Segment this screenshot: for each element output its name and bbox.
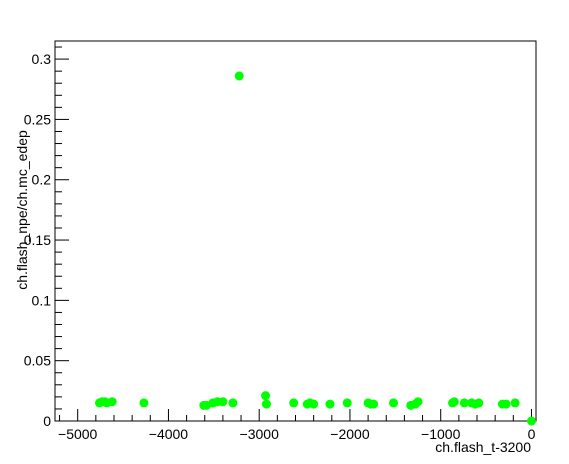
data-point <box>474 398 484 408</box>
y-tick-label: 0.25 <box>24 111 51 127</box>
x-axis: −5000 −4000 −3000 −2000 −1000 0 <box>58 409 536 442</box>
data-points <box>94 71 536 426</box>
x-tick-label: −4000 <box>149 426 189 442</box>
data-point <box>510 398 520 408</box>
y-axis: 0 0.05 0.1 0.15 0.2 0.25 0.3 <box>24 46 69 429</box>
data-point <box>228 398 238 408</box>
data-point <box>389 398 399 408</box>
data-point <box>234 71 244 81</box>
y-tick-label: 0.3 <box>32 51 52 67</box>
data-point <box>107 397 117 407</box>
x-tick-label: −3000 <box>240 426 280 442</box>
data-point <box>342 398 352 408</box>
data-point <box>261 399 271 409</box>
x-tick-label: −1000 <box>421 426 461 442</box>
y-tick-label: 0 <box>43 413 51 429</box>
y-tick-label: 0.2 <box>32 172 52 188</box>
data-point <box>526 416 536 426</box>
data-point <box>325 399 335 409</box>
x-tick-label: −5000 <box>58 426 98 442</box>
data-point <box>501 399 511 409</box>
data-point <box>413 397 423 407</box>
y-tick-label: 0.1 <box>32 292 52 308</box>
y-axis-title: ch.flash_npe/ch.mc_edep <box>14 130 30 290</box>
data-point <box>309 399 319 409</box>
y-tick-label: 0.05 <box>24 353 51 369</box>
data-point <box>218 397 228 407</box>
x-tick-label: −2000 <box>330 426 370 442</box>
data-point <box>449 397 459 407</box>
y-tick-label: 0.15 <box>24 232 51 248</box>
data-point <box>139 398 149 408</box>
data-point <box>459 398 469 408</box>
x-axis-title: ch.flash_t-3200 <box>435 439 531 455</box>
data-point <box>369 399 379 409</box>
x-tick-label: 0 <box>528 426 536 442</box>
data-point <box>261 391 271 401</box>
data-point <box>289 398 299 408</box>
